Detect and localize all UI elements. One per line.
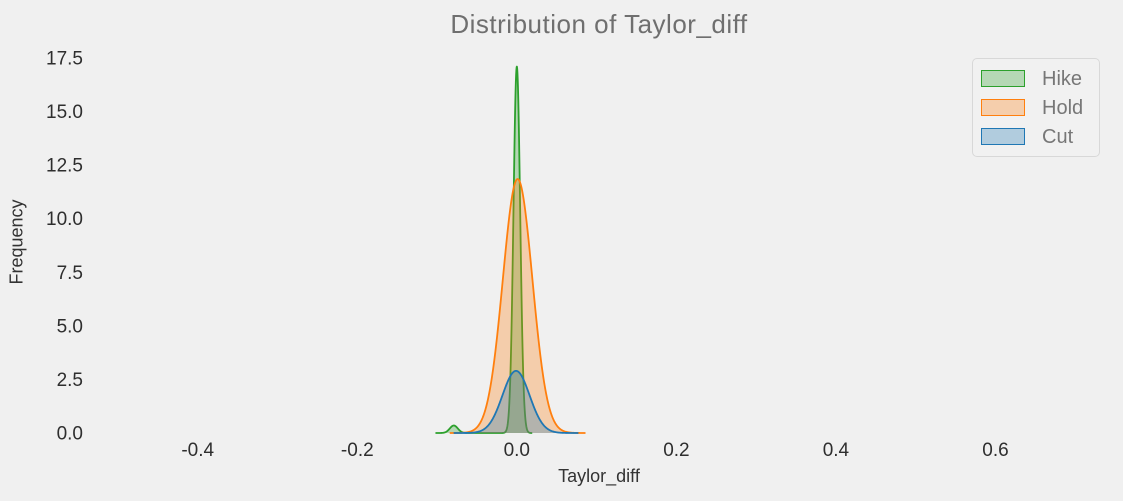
legend-label: Hike [1042,67,1083,90]
kde-fill-hold [449,179,586,433]
y-tick-label: 2.5 [57,370,83,391]
y-tick-label: 10.0 [46,209,83,230]
legend-swatch-cut [981,128,1025,145]
x-tick-label: -0.4 [181,440,214,461]
x-tick-label: 0.2 [663,440,689,461]
legend-item-hold: Hold [981,96,1089,119]
legend-swatch-hike [981,70,1025,87]
x-axis-label: Taylor_diff [558,466,640,486]
kde-line-hike [434,65,533,434]
y-tick-label: 15.0 [46,102,83,123]
legend-label: Hold [1042,96,1084,119]
x-tick-label: 0.0 [504,440,530,461]
y-tick-label: 17.5 [46,48,83,69]
x-tick-label: -0.2 [341,440,374,461]
chart-title: Distribution of Taylor_diff [450,9,748,39]
y-tick-label: 12.5 [46,156,83,177]
kde-line-hold [449,178,587,434]
legend-item-cut: Cut [981,125,1089,148]
x-tick-label: 0.4 [823,440,850,461]
legend-label: Cut [1042,125,1074,148]
y-axis-label: Frequency [6,199,27,285]
kde-line-cut [453,369,579,434]
legend-swatch-hold [981,99,1025,116]
kde-fill-cut [453,370,579,433]
x-tick-label: 0.6 [982,440,1008,461]
y-tick-label: 7.5 [57,263,83,284]
legend-item-hike: Hike [981,67,1089,90]
y-tick-label: 0.0 [57,424,83,445]
y-tick-label: 5.0 [57,316,83,337]
legend: Hike Hold Cut [972,58,1100,157]
